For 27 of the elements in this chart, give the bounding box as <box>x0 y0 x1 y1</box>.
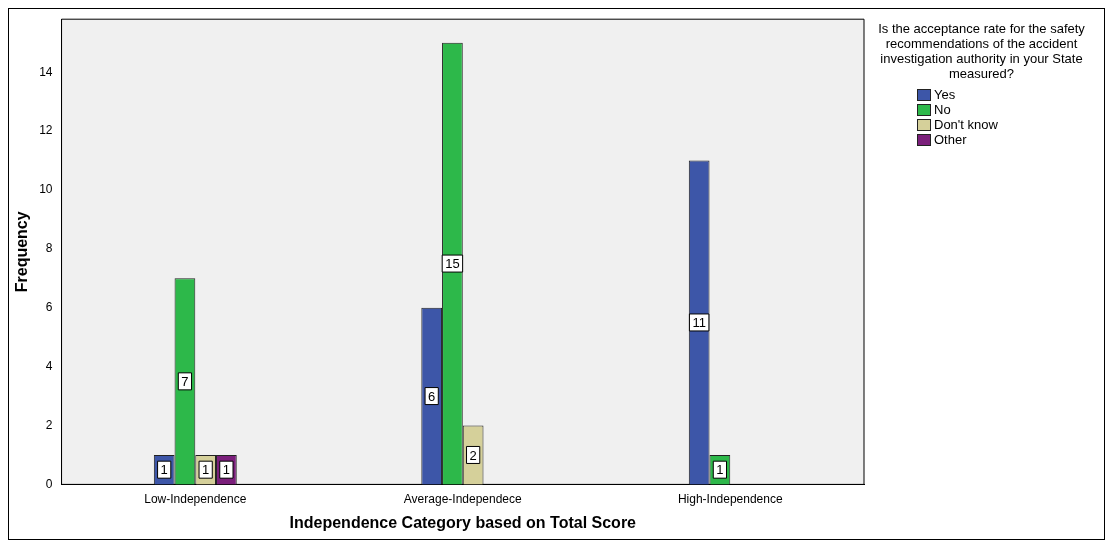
legend-label: Yes <box>934 87 956 102</box>
legend-title: Is the acceptance rate for the safety recommendations of the accident investigation authority in your State measured? <box>877 21 1086 81</box>
legend-label: No <box>934 102 951 117</box>
data-label: 1 <box>160 462 168 478</box>
y-tick-label: 14 <box>39 64 53 79</box>
y-tick-label: 2 <box>45 417 53 432</box>
legend-label: Don't know <box>934 117 998 132</box>
y-axis-title: Frequency <box>13 211 31 293</box>
legend-label: Other <box>934 132 967 147</box>
x-tick-label: High-Independence <box>677 491 783 506</box>
data-label: 11 <box>692 315 706 331</box>
data-label: 1 <box>222 462 230 478</box>
y-tick-label: 12 <box>39 123 53 138</box>
y-tick-label: 8 <box>45 241 53 256</box>
data-label: 15 <box>445 256 460 272</box>
y-tick-label: 4 <box>45 358 53 373</box>
y-tick-label: 0 <box>45 476 53 491</box>
data-label: 6 <box>428 388 436 404</box>
data-label: 1 <box>202 462 210 478</box>
data-label: 2 <box>469 447 477 463</box>
data-label: 1 <box>716 462 724 478</box>
y-tick-label: 10 <box>39 182 53 197</box>
y-tick-label: 6 <box>45 300 53 315</box>
x-tick-label: Low-Independence <box>144 491 247 506</box>
data-label: 7 <box>181 373 189 389</box>
x-axis-title: Independence Category based on Total Score <box>289 513 637 531</box>
x-tick-label: Average-Independece <box>403 491 523 506</box>
